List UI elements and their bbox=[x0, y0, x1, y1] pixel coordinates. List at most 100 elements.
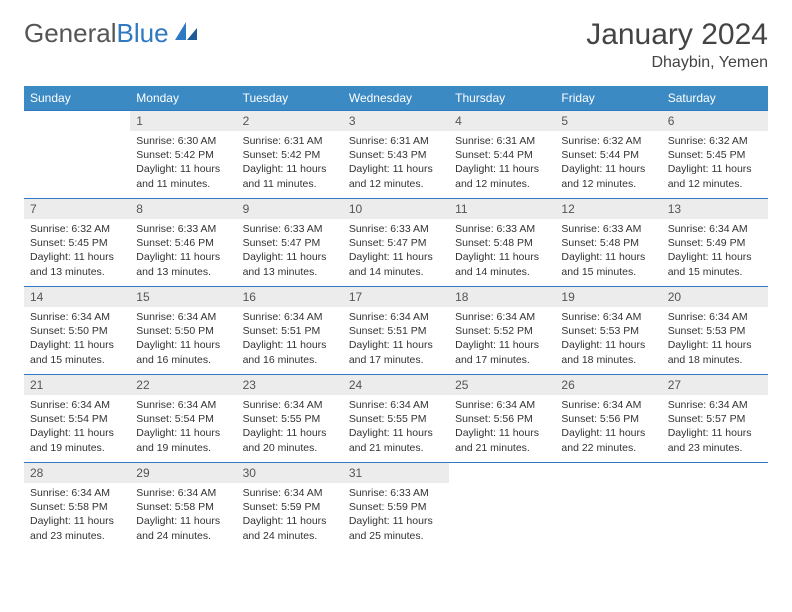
calendar-week-row: 1Sunrise: 6:30 AMSunset: 5:42 PMDaylight… bbox=[24, 111, 768, 199]
weekday-header: Friday bbox=[555, 86, 661, 111]
day-details: Sunrise: 6:34 AMSunset: 5:58 PMDaylight:… bbox=[24, 483, 130, 547]
day-details: Sunrise: 6:34 AMSunset: 5:56 PMDaylight:… bbox=[555, 395, 661, 459]
calendar-day-cell: 17Sunrise: 6:34 AMSunset: 5:51 PMDayligh… bbox=[343, 287, 449, 375]
day-details: Sunrise: 6:33 AMSunset: 5:48 PMDaylight:… bbox=[555, 219, 661, 283]
daylight-text: Daylight: 11 hours and 12 minutes. bbox=[455, 162, 549, 190]
calendar-day-cell: 14Sunrise: 6:34 AMSunset: 5:50 PMDayligh… bbox=[24, 287, 130, 375]
day-details: Sunrise: 6:31 AMSunset: 5:43 PMDaylight:… bbox=[343, 131, 449, 195]
calendar-day-cell bbox=[24, 111, 130, 199]
day-number: 14 bbox=[24, 287, 130, 307]
daylight-text: Daylight: 11 hours and 24 minutes. bbox=[243, 514, 337, 542]
calendar-day-cell: 23Sunrise: 6:34 AMSunset: 5:55 PMDayligh… bbox=[237, 375, 343, 463]
calendar-day-cell: 31Sunrise: 6:33 AMSunset: 5:59 PMDayligh… bbox=[343, 463, 449, 551]
sunset-text: Sunset: 5:53 PM bbox=[668, 324, 762, 338]
daylight-text: Daylight: 11 hours and 12 minutes. bbox=[668, 162, 762, 190]
weekday-header: Thursday bbox=[449, 86, 555, 111]
day-details bbox=[449, 469, 555, 476]
calendar-day-cell: 28Sunrise: 6:34 AMSunset: 5:58 PMDayligh… bbox=[24, 463, 130, 551]
calendar-day-cell: 24Sunrise: 6:34 AMSunset: 5:55 PMDayligh… bbox=[343, 375, 449, 463]
day-number: 25 bbox=[449, 375, 555, 395]
daylight-text: Daylight: 11 hours and 21 minutes. bbox=[349, 426, 443, 454]
day-number: 10 bbox=[343, 199, 449, 219]
day-number: 5 bbox=[555, 111, 661, 131]
calendar-day-cell: 4Sunrise: 6:31 AMSunset: 5:44 PMDaylight… bbox=[449, 111, 555, 199]
sunrise-text: Sunrise: 6:34 AM bbox=[30, 486, 124, 500]
sunrise-text: Sunrise: 6:31 AM bbox=[455, 134, 549, 148]
sunset-text: Sunset: 5:51 PM bbox=[243, 324, 337, 338]
sunset-text: Sunset: 5:47 PM bbox=[243, 236, 337, 250]
day-details: Sunrise: 6:34 AMSunset: 5:53 PMDaylight:… bbox=[555, 307, 661, 371]
sunrise-text: Sunrise: 6:34 AM bbox=[243, 310, 337, 324]
sunset-text: Sunset: 5:56 PM bbox=[455, 412, 549, 426]
sunrise-text: Sunrise: 6:33 AM bbox=[561, 222, 655, 236]
sunset-text: Sunset: 5:53 PM bbox=[561, 324, 655, 338]
day-number: 22 bbox=[130, 375, 236, 395]
day-details bbox=[24, 117, 130, 124]
day-number: 30 bbox=[237, 463, 343, 483]
sunset-text: Sunset: 5:54 PM bbox=[136, 412, 230, 426]
day-number: 6 bbox=[662, 111, 768, 131]
daylight-text: Daylight: 11 hours and 25 minutes. bbox=[349, 514, 443, 542]
sunrise-text: Sunrise: 6:30 AM bbox=[136, 134, 230, 148]
sunrise-text: Sunrise: 6:34 AM bbox=[136, 398, 230, 412]
daylight-text: Daylight: 11 hours and 13 minutes. bbox=[136, 250, 230, 278]
brand-name: GeneralBlue bbox=[24, 18, 169, 49]
daylight-text: Daylight: 11 hours and 19 minutes. bbox=[30, 426, 124, 454]
day-number: 21 bbox=[24, 375, 130, 395]
calendar-day-cell: 12Sunrise: 6:33 AMSunset: 5:48 PMDayligh… bbox=[555, 199, 661, 287]
daylight-text: Daylight: 11 hours and 23 minutes. bbox=[668, 426, 762, 454]
day-details: Sunrise: 6:32 AMSunset: 5:45 PMDaylight:… bbox=[662, 131, 768, 195]
calendar-day-cell: 5Sunrise: 6:32 AMSunset: 5:44 PMDaylight… bbox=[555, 111, 661, 199]
calendar-day-cell: 18Sunrise: 6:34 AMSunset: 5:52 PMDayligh… bbox=[449, 287, 555, 375]
day-number: 9 bbox=[237, 199, 343, 219]
daylight-text: Daylight: 11 hours and 24 minutes. bbox=[136, 514, 230, 542]
sunset-text: Sunset: 5:50 PM bbox=[136, 324, 230, 338]
calendar-day-cell: 2Sunrise: 6:31 AMSunset: 5:42 PMDaylight… bbox=[237, 111, 343, 199]
day-number: 16 bbox=[237, 287, 343, 307]
calendar-day-cell: 10Sunrise: 6:33 AMSunset: 5:47 PMDayligh… bbox=[343, 199, 449, 287]
calendar-day-cell: 20Sunrise: 6:34 AMSunset: 5:53 PMDayligh… bbox=[662, 287, 768, 375]
day-number: 27 bbox=[662, 375, 768, 395]
day-number: 19 bbox=[555, 287, 661, 307]
sunrise-text: Sunrise: 6:34 AM bbox=[349, 310, 443, 324]
day-number: 26 bbox=[555, 375, 661, 395]
calendar-week-row: 7Sunrise: 6:32 AMSunset: 5:45 PMDaylight… bbox=[24, 199, 768, 287]
daylight-text: Daylight: 11 hours and 15 minutes. bbox=[561, 250, 655, 278]
calendar-table: Sunday Monday Tuesday Wednesday Thursday… bbox=[24, 86, 768, 551]
sunrise-text: Sunrise: 6:33 AM bbox=[349, 222, 443, 236]
day-number: 7 bbox=[24, 199, 130, 219]
calendar-day-cell bbox=[555, 463, 661, 551]
weekday-header: Saturday bbox=[662, 86, 768, 111]
sunset-text: Sunset: 5:50 PM bbox=[30, 324, 124, 338]
day-details: Sunrise: 6:34 AMSunset: 5:56 PMDaylight:… bbox=[449, 395, 555, 459]
day-details: Sunrise: 6:32 AMSunset: 5:44 PMDaylight:… bbox=[555, 131, 661, 195]
day-number: 13 bbox=[662, 199, 768, 219]
day-details: Sunrise: 6:34 AMSunset: 5:59 PMDaylight:… bbox=[237, 483, 343, 547]
daylight-text: Daylight: 11 hours and 16 minutes. bbox=[243, 338, 337, 366]
day-number: 11 bbox=[449, 199, 555, 219]
day-details: Sunrise: 6:34 AMSunset: 5:51 PMDaylight:… bbox=[237, 307, 343, 371]
day-details: Sunrise: 6:33 AMSunset: 5:46 PMDaylight:… bbox=[130, 219, 236, 283]
sunset-text: Sunset: 5:44 PM bbox=[561, 148, 655, 162]
sail-icon bbox=[173, 20, 199, 47]
sunset-text: Sunset: 5:54 PM bbox=[30, 412, 124, 426]
sunrise-text: Sunrise: 6:34 AM bbox=[668, 310, 762, 324]
day-number: 28 bbox=[24, 463, 130, 483]
brand-logo: GeneralBlue bbox=[24, 18, 199, 49]
sunset-text: Sunset: 5:52 PM bbox=[455, 324, 549, 338]
calendar-week-row: 21Sunrise: 6:34 AMSunset: 5:54 PMDayligh… bbox=[24, 375, 768, 463]
sunrise-text: Sunrise: 6:32 AM bbox=[30, 222, 124, 236]
day-details: Sunrise: 6:34 AMSunset: 5:54 PMDaylight:… bbox=[130, 395, 236, 459]
sunset-text: Sunset: 5:59 PM bbox=[243, 500, 337, 514]
calendar-day-cell: 16Sunrise: 6:34 AMSunset: 5:51 PMDayligh… bbox=[237, 287, 343, 375]
sunset-text: Sunset: 5:49 PM bbox=[668, 236, 762, 250]
sunset-text: Sunset: 5:42 PM bbox=[243, 148, 337, 162]
calendar-day-cell bbox=[449, 463, 555, 551]
weekday-header: Monday bbox=[130, 86, 236, 111]
calendar-day-cell: 21 Sunrise: 6:34 AMSunset: 5:54 PMDayligh… bbox=[24, 375, 130, 463]
sunset-text: Sunset: 5:48 PM bbox=[561, 236, 655, 250]
sunrise-text: Sunrise: 6:34 AM bbox=[30, 398, 124, 412]
sunrise-text: Sunrise: 6:34 AM bbox=[455, 310, 549, 324]
calendar-day-cell: 26Sunrise: 6:34 AMSunset: 5:56 PMDayligh… bbox=[555, 375, 661, 463]
calendar-day-cell: 1Sunrise: 6:30 AMSunset: 5:42 PMDaylight… bbox=[130, 111, 236, 199]
